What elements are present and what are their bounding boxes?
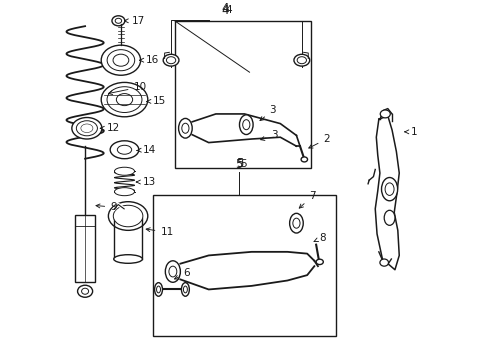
Ellipse shape <box>72 117 102 139</box>
Bar <box>174 21 310 168</box>
Bar <box>75 216 95 282</box>
Ellipse shape <box>112 16 124 26</box>
Ellipse shape <box>114 255 142 263</box>
Ellipse shape <box>242 120 249 130</box>
Ellipse shape <box>116 94 132 105</box>
Text: 3: 3 <box>260 130 277 140</box>
Ellipse shape <box>114 167 134 175</box>
Ellipse shape <box>181 283 189 296</box>
Ellipse shape <box>114 188 134 196</box>
Ellipse shape <box>178 118 192 138</box>
Ellipse shape <box>81 288 88 294</box>
Text: 3: 3 <box>260 105 276 121</box>
Ellipse shape <box>183 286 187 293</box>
Ellipse shape <box>297 57 306 64</box>
Ellipse shape <box>117 145 131 154</box>
Ellipse shape <box>113 54 128 66</box>
Ellipse shape <box>108 202 147 230</box>
Ellipse shape <box>292 218 300 228</box>
Text: 8: 8 <box>313 233 325 243</box>
Polygon shape <box>374 116 398 270</box>
Ellipse shape <box>168 266 177 277</box>
Ellipse shape <box>289 213 303 233</box>
Ellipse shape <box>107 87 142 112</box>
Ellipse shape <box>156 286 160 293</box>
Ellipse shape <box>316 259 323 265</box>
Ellipse shape <box>379 259 387 266</box>
Text: 16: 16 <box>140 55 159 65</box>
Text: 5: 5 <box>240 159 246 169</box>
Text: 4: 4 <box>221 3 228 15</box>
Ellipse shape <box>293 54 309 66</box>
Ellipse shape <box>101 45 141 75</box>
Text: 2: 2 <box>308 134 329 148</box>
Text: 5: 5 <box>235 157 243 170</box>
Ellipse shape <box>110 141 139 159</box>
Text: 15: 15 <box>147 96 166 107</box>
Ellipse shape <box>113 205 142 227</box>
Ellipse shape <box>380 110 389 118</box>
Text: 12: 12 <box>100 123 120 133</box>
Text: 4: 4 <box>225 5 232 15</box>
Ellipse shape <box>301 157 307 162</box>
Bar <box>153 194 335 336</box>
Ellipse shape <box>384 210 394 225</box>
Ellipse shape <box>115 18 122 23</box>
Ellipse shape <box>107 50 134 71</box>
Ellipse shape <box>385 183 393 195</box>
Text: 13: 13 <box>136 177 155 187</box>
Ellipse shape <box>163 54 179 66</box>
Text: 14: 14 <box>137 145 155 155</box>
Ellipse shape <box>166 57 175 64</box>
Text: 9: 9 <box>96 202 117 212</box>
Ellipse shape <box>381 177 397 201</box>
Ellipse shape <box>76 121 97 136</box>
Text: 7: 7 <box>299 191 315 208</box>
Ellipse shape <box>239 115 253 135</box>
Text: 11: 11 <box>146 227 173 237</box>
Text: 10: 10 <box>108 82 146 95</box>
Ellipse shape <box>165 261 180 282</box>
Text: 1: 1 <box>404 127 417 137</box>
Text: 17: 17 <box>124 16 144 26</box>
Ellipse shape <box>154 283 162 296</box>
Text: 5: 5 <box>235 158 243 171</box>
Ellipse shape <box>182 123 188 133</box>
Text: 6: 6 <box>174 268 190 279</box>
Text: 4: 4 <box>221 4 228 17</box>
Ellipse shape <box>78 285 92 297</box>
Ellipse shape <box>101 82 147 117</box>
Ellipse shape <box>81 124 93 132</box>
